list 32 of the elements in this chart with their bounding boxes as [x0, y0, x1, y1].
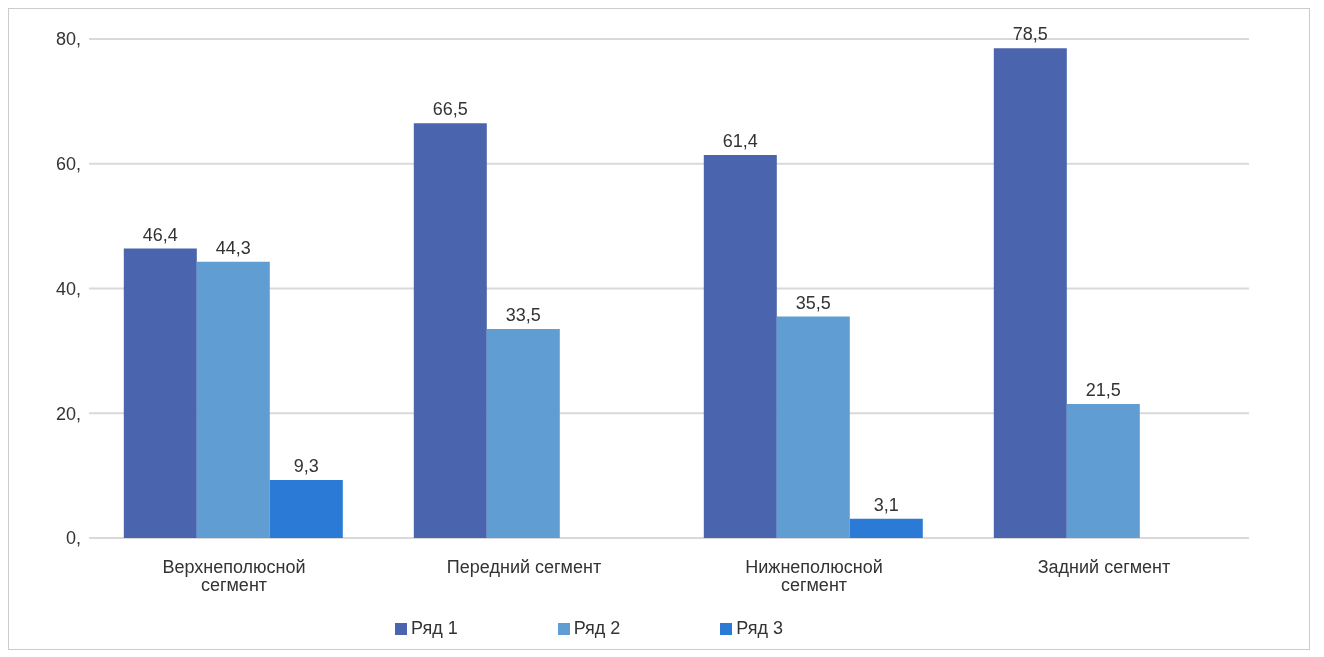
data-label: 3,1 — [873, 494, 899, 515]
bar — [776, 316, 850, 538]
y-tick-label: 20, — [55, 403, 81, 424]
bar — [486, 329, 560, 538]
x-tick-label: Верхнеполюсной сегмент — [162, 556, 306, 595]
y-tick-label: 40, — [55, 278, 81, 299]
x-tick-label: Передний сегмент — [446, 556, 602, 577]
bar — [849, 518, 923, 538]
data-label: 44,3 — [215, 237, 251, 258]
x-tick-label: Задний сегмент — [1037, 556, 1171, 577]
y-tick-label: 80, — [55, 29, 81, 50]
bar — [269, 479, 343, 538]
y-tick-label: 60, — [55, 154, 81, 175]
legend-label: Ряд 1 — [410, 618, 458, 638]
data-label: 78,5 — [1012, 24, 1048, 45]
bar — [703, 155, 777, 538]
bar — [993, 48, 1067, 538]
data-label: 9,3 — [293, 455, 319, 476]
bar — [123, 248, 197, 538]
bar — [413, 123, 487, 538]
data-label: 66,5 — [432, 99, 468, 120]
data-label: 33,5 — [505, 305, 541, 326]
data-label: 21,5 — [1085, 379, 1121, 400]
data-label: 46,4 — [142, 224, 178, 245]
legend-label: Ряд 2 — [573, 618, 621, 638]
y-tick-label: 0, — [65, 528, 81, 549]
legend-label: Ряд 3 — [736, 618, 783, 638]
bar — [1066, 403, 1140, 538]
data-label: 61,4 — [722, 131, 758, 152]
data-label: 35,5 — [795, 292, 831, 313]
bar — [196, 261, 270, 538]
x-tick-label: Нижнеполюсной сегмент — [745, 556, 883, 595]
